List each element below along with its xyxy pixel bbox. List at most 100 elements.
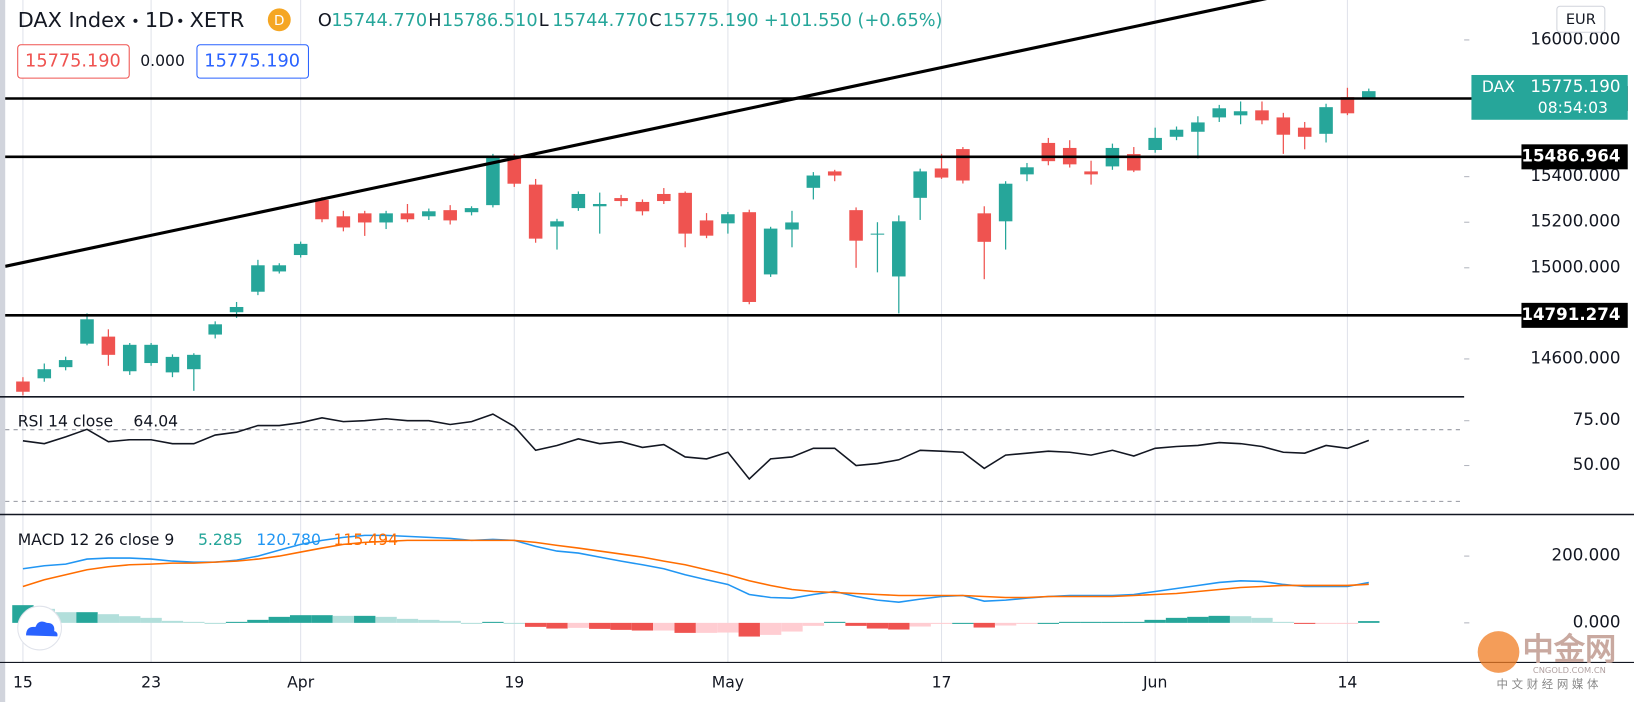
candle-body [592, 203, 607, 207]
macd-line [22, 539, 1369, 599]
price-tag-countdown: 08:54:03 [1538, 99, 1608, 117]
macd-line [22, 534, 1369, 603]
histogram-bar [247, 619, 269, 623]
histogram-bar [845, 622, 867, 626]
ohlc-key: L [539, 11, 549, 31]
currency-box[interactable] [1556, 5, 1606, 33]
histogram-bar [418, 619, 440, 623]
buy-box[interactable] [196, 44, 309, 79]
histogram-bar [439, 620, 461, 623]
histogram-bar [759, 622, 782, 635]
x-tick-label: Jun [1142, 674, 1167, 692]
y-tick-label: 75.00 [1573, 410, 1621, 429]
candle-body [443, 210, 457, 221]
histogram-bar [225, 621, 248, 623]
candle-body [357, 213, 372, 223]
candle-body [913, 171, 927, 198]
candle-body [422, 211, 436, 217]
candle-body [977, 213, 992, 242]
ohlc-value: 15775.190 [663, 11, 759, 31]
histogram-bar [567, 622, 590, 628]
histogram-bar [802, 622, 825, 626]
candle-body [550, 221, 564, 227]
histogram-bar [909, 622, 931, 627]
histogram-bar [482, 621, 504, 623]
histogram-bar [54, 612, 77, 623]
marks [5, 0, 1522, 637]
histogram-bar [888, 622, 910, 630]
candle-body [122, 344, 137, 372]
histogram-bar [1165, 617, 1188, 623]
level-tag-label: 14791.274 [1521, 305, 1620, 324]
y-tick-label: 15400.000 [1530, 166, 1620, 185]
histogram-bar [375, 616, 397, 623]
histogram-bar [204, 622, 226, 624]
x-tick-label: 19 [504, 674, 524, 692]
x-tick-label: 14 [1337, 674, 1357, 692]
histogram-bar [546, 622, 568, 629]
ohlc-value: 15744.770 [331, 11, 427, 31]
macd-value: 120.780 [256, 531, 321, 549]
trendline [5, 0, 1268, 268]
histogram-bar [268, 616, 290, 623]
ohlc-key: O [318, 11, 332, 31]
histogram-bar [781, 622, 803, 632]
histogram-bar [866, 622, 889, 629]
histogram-bar [1208, 615, 1230, 623]
histogram-bar [674, 622, 696, 633]
candle-body [721, 214, 735, 224]
histogram-bar [738, 622, 760, 637]
candle-body [785, 222, 799, 230]
candle-body [58, 360, 73, 368]
candle-body [251, 265, 265, 292]
candle-body [1127, 154, 1141, 171]
histogram-bar [161, 620, 184, 623]
candle-body [16, 381, 30, 392]
candle-body [379, 213, 393, 223]
y-tick-label: 50.00 [1573, 455, 1621, 474]
spread: 0.000 [140, 52, 185, 70]
candle-body [763, 228, 778, 275]
candle-body [699, 220, 714, 236]
histogram-bar [183, 621, 205, 623]
watermark-logo [1477, 631, 1520, 673]
sell-box[interactable] [17, 44, 130, 79]
x-tick-label: May [712, 674, 744, 692]
grid [5, 0, 1470, 663]
candle-body [1255, 110, 1269, 121]
histogram-bar [76, 612, 98, 623]
histogram-bar [824, 621, 846, 623]
histogram-bar [1229, 616, 1252, 623]
y-tick-label: 16000.000 [1530, 29, 1620, 48]
candle-body [1020, 167, 1034, 175]
histogram-bar [140, 617, 162, 623]
histogram-bar [930, 622, 953, 624]
histogram-bar [524, 622, 547, 627]
histogram-bar [97, 614, 120, 623]
histogram-bar [717, 622, 739, 633]
badge[interactable] [267, 8, 291, 32]
exchange: XETR [190, 8, 245, 32]
currency: EUR [1566, 11, 1596, 28]
hist-value: 5.285 [198, 531, 243, 549]
candle-body [1084, 171, 1098, 175]
candle-body [870, 233, 885, 235]
candle-body [272, 265, 287, 272]
candle-body [635, 201, 650, 212]
candle-body [934, 168, 949, 178]
candle-body [827, 171, 842, 176]
candle-body [742, 212, 757, 302]
histogram-bar [396, 618, 419, 623]
watermark-slogan: 中 文 财 经 网 媒 体 [1497, 677, 1599, 691]
histogram-bar [973, 622, 995, 628]
histogram-bar [1037, 622, 1060, 624]
y-tick-label: 15000.000 [1530, 257, 1620, 276]
rsi-title: RSI 14 close [18, 412, 113, 430]
candle-body [293, 243, 308, 256]
candle-body [229, 306, 244, 313]
buy-price: 15775.190 [204, 51, 300, 71]
ohlc-value: 15744.770 [552, 11, 648, 31]
candle-body [849, 210, 863, 241]
